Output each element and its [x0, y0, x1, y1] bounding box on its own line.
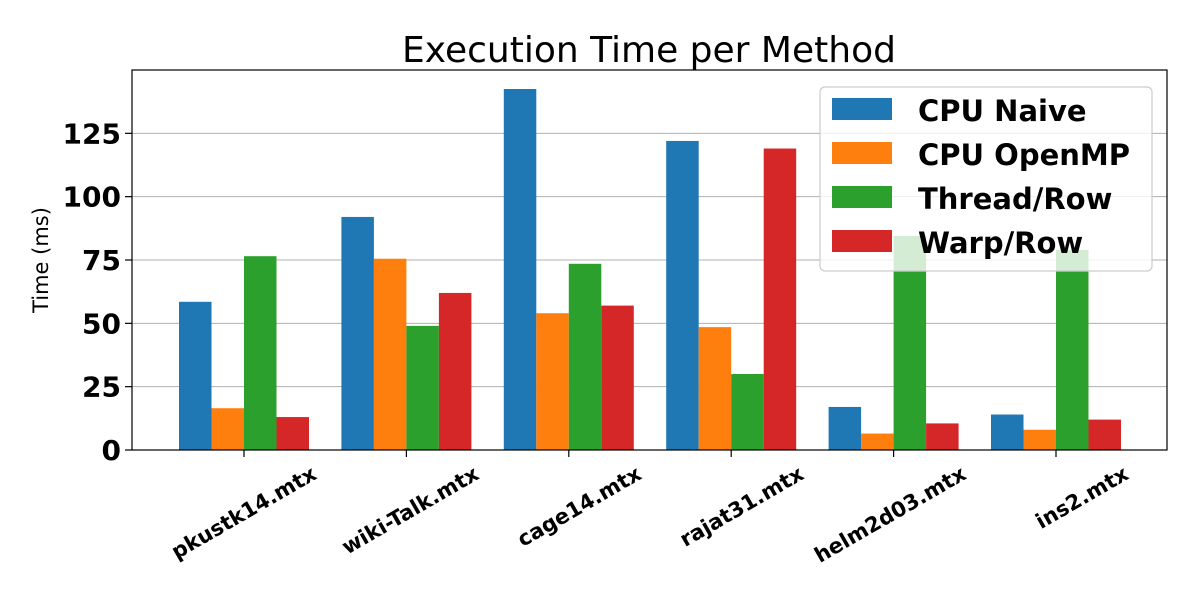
legend-swatch: [832, 98, 892, 120]
bar: [438, 292, 472, 450]
x-tick-label: helm2d03.mtx: [810, 461, 970, 567]
x-tick-label: cage14.mtx: [513, 461, 645, 551]
bar: [406, 325, 439, 450]
bar: [763, 148, 797, 451]
bar: [601, 305, 634, 450]
y-tick-label: 75: [82, 244, 121, 277]
bar: [179, 301, 212, 450]
bar: [1088, 419, 1121, 450]
x-tick-label: pkustk14.mtx: [167, 461, 321, 564]
bar: [893, 235, 927, 450]
x-tick-label: rajat31.mtx: [676, 461, 808, 551]
bar: [698, 327, 732, 450]
bar: [1023, 429, 1056, 450]
legend-swatch: [832, 142, 892, 164]
y-tick-label: 125: [63, 117, 121, 150]
bar: [373, 258, 407, 450]
bar: [861, 433, 894, 450]
bar: [341, 216, 374, 450]
bar: [828, 406, 862, 450]
bar: [666, 140, 699, 450]
legend-label: CPU Naive: [918, 94, 1087, 128]
legend-label: Thread/Row: [918, 182, 1112, 216]
legend-label: Warp/Row: [918, 226, 1083, 260]
legend-swatch: [832, 230, 892, 252]
legend-swatch: [832, 186, 892, 208]
bar: [731, 374, 764, 450]
bar: [926, 423, 959, 450]
x-tick-label: ins2.mtx: [1032, 461, 1133, 533]
legend-box: [819, 86, 1153, 272]
y-tick-label: 25: [82, 371, 121, 404]
y-axis-label: Time (ms): [29, 207, 53, 314]
bar: [991, 414, 1024, 450]
bar: [1056, 249, 1089, 450]
bar: [568, 263, 602, 450]
y-tick-label: 0: [102, 434, 121, 467]
bar: [244, 256, 277, 450]
bar: [536, 313, 569, 450]
legend-label: CPU OpenMP: [918, 138, 1130, 172]
bars: [179, 89, 1121, 451]
legend: CPU Naive CPU OpenMP Thread/Row Warp/Row: [819, 86, 1153, 272]
bar: [503, 89, 537, 450]
y-tick-label: 50: [82, 307, 121, 340]
bar: [211, 408, 244, 450]
chart-title: Execution Time per Method: [402, 30, 896, 71]
bar: [276, 417, 309, 450]
y-tick-label: 100: [63, 181, 121, 214]
x-tick-label: wiki-Talk.mtx: [338, 461, 484, 559]
